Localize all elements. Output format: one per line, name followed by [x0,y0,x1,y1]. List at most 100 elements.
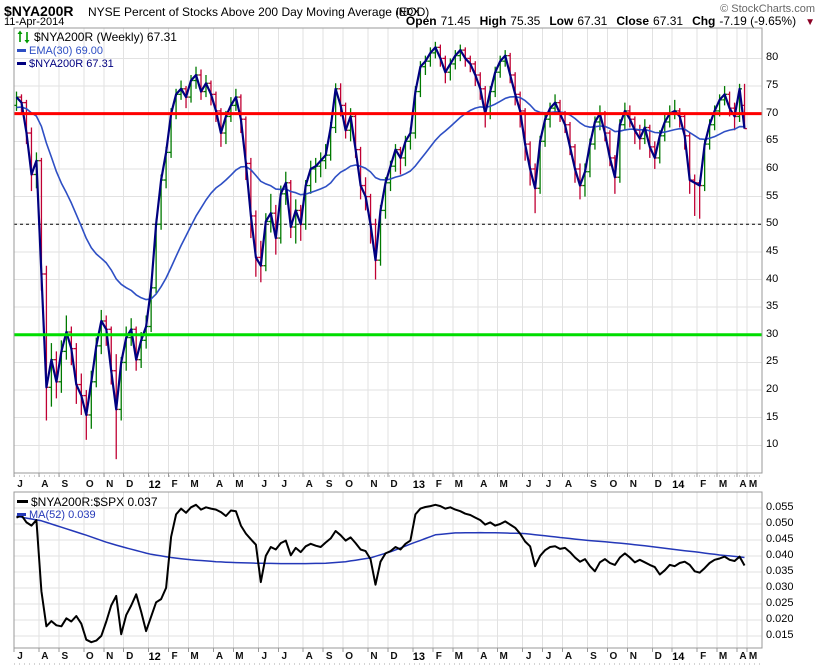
chart-title: NYSE Percent of Stocks Above 200 Day Mov… [88,5,430,19]
price-legend-swatch [17,61,26,65]
main-month-label-3-O: O [85,479,94,490]
lower-month-label-24-J: J [545,651,552,662]
price-arrows-icon [17,30,30,44]
main-month-label-27-O: O [609,479,618,490]
lower-month-label-7-F: F [171,651,178,662]
close-label: Close [616,14,650,28]
lower-ytick-0.045: 0.045 [766,532,794,545]
main-ytick-50: 50 [766,217,779,230]
main-month-label-10-M: M [235,479,244,490]
open-value: 71.45 [440,14,471,28]
main-month-label-20-M: M [454,479,463,490]
lower-ytick-0.055: 0.055 [766,500,794,513]
main-month-label-26-S: S [590,479,597,490]
close-value: 67.31 [653,14,684,28]
main-ytick-45: 45 [766,244,779,257]
main-month-label-17-D: D [390,479,398,490]
main-ytick-60: 60 [766,161,779,174]
main-month-label-9-A: A [215,479,224,490]
lower-month-label-19-F: F [435,651,442,662]
lower-ytick-0.025: 0.025 [766,596,794,609]
lower-month-label-8-M: M [190,651,199,662]
lower-month-label-9-A: A [215,651,224,662]
main-month-label-31-F: F [700,479,707,490]
main-ytick-75: 75 [766,79,779,92]
copyright-label: © StockCharts.com [720,3,815,15]
lower-month-label-5-D: D [126,651,134,662]
lower-month-label-17-D: D [390,651,398,662]
main-month-label-11-J: J [261,479,268,490]
main-month-label-5-D: D [126,479,134,490]
lower-month-label-2-S: S [61,651,69,662]
main-ytick-35: 35 [766,300,779,313]
lower-month-label-16-N: N [370,651,378,662]
lower-month-label-33-A: A [739,651,747,662]
lower-month-label-18-13: 13 [412,651,426,663]
lower-month-label-11-J: J [261,651,268,662]
ema-legend[interactable]: EMA(30) 69.00 [17,45,103,57]
main-month-label-24-J: J [545,479,552,490]
chg-label: Chg [692,14,716,28]
main-month-label-1-A: A [41,479,49,490]
open-label: Open [405,14,437,28]
main-month-label-15-O: O [345,479,353,490]
lower-month-label-34-M: M [748,651,758,662]
lower-month-label-26-S: S [590,651,597,662]
main-month-label-18-13: 13 [412,479,426,491]
lower-month-label-10-M: M [235,651,244,662]
main-month-label-25-A: A [564,479,573,490]
main-month-label-30-14: 14 [672,479,685,491]
lower-month-label-14-S: S [325,651,333,662]
lower-month-label-23-J: J [525,651,532,662]
main-ytick-20: 20 [766,383,779,396]
main-month-label-4-N: N [106,479,114,490]
low-value: 67.31 [577,14,608,28]
lower-month-label-21-A: A [480,651,488,662]
lower-month-label-4-N: N [106,651,114,662]
lower-month-label-28-N: N [629,651,637,662]
main-month-label-22-M: M [499,479,508,490]
main-month-label-19-F: F [435,479,442,490]
ratio-legend-swatch [17,500,28,504]
exchange-tag: INDX [396,7,420,18]
main-month-label-12-J: J [281,479,288,490]
high-label: High [479,14,507,28]
lower-month-label-0-J: J [17,651,23,662]
main-ytick-70: 70 [766,106,779,119]
main-ytick-80: 80 [766,51,779,64]
main-legend-title[interactable]: $NYA200R (Weekly) 67.31 [34,30,177,44]
main-month-label-16-N: N [370,479,378,490]
lower-ytick-0.015: 0.015 [766,628,794,641]
main-month-label-0-J: J [17,479,23,490]
main-month-label-6-12: 12 [148,479,161,491]
price-legend[interactable]: $NYA200R 67.31 [17,58,114,70]
lower-month-label-29-D: D [654,651,662,662]
ratio-legend[interactable]: $NYA200R:$SPX 0.037 [17,495,158,509]
symbol-label: $NYA200R [4,3,74,19]
main-ytick-10: 10 [766,438,779,451]
lower-month-label-13-A: A [305,651,313,662]
lower-month-label-15-O: O [345,651,353,662]
chg-value: -7.19 (-9.65%) [719,14,797,28]
main-ytick-30: 30 [766,327,779,340]
main-month-label-7-F: F [171,479,178,490]
lower-ytick-0.040: 0.040 [766,548,794,561]
main-month-label-28-N: N [629,479,637,490]
lower-month-label-6-12: 12 [148,651,161,663]
quote-row: Open 71.45 High 75.35 Low 67.31 Close 67… [406,14,815,28]
main-month-label-21-A: A [480,479,488,490]
main-month-label-34-M: M [748,479,758,490]
main-month-label-13-A: A [305,479,313,490]
ema-legend-swatch [17,48,26,52]
lower-month-label-20-M: M [454,651,463,662]
main-ytick-65: 65 [766,134,779,147]
lower-month-label-32-M: M [718,651,728,662]
main-month-label-29-D: D [654,479,662,490]
lower-month-label-12-J: J [281,651,288,662]
ma-legend[interactable]: MA(52) 0.039 [17,509,96,521]
main-month-label-33-A: A [739,479,747,490]
lower-month-label-1-A: A [41,651,49,662]
high-value: 75.35 [510,14,541,28]
